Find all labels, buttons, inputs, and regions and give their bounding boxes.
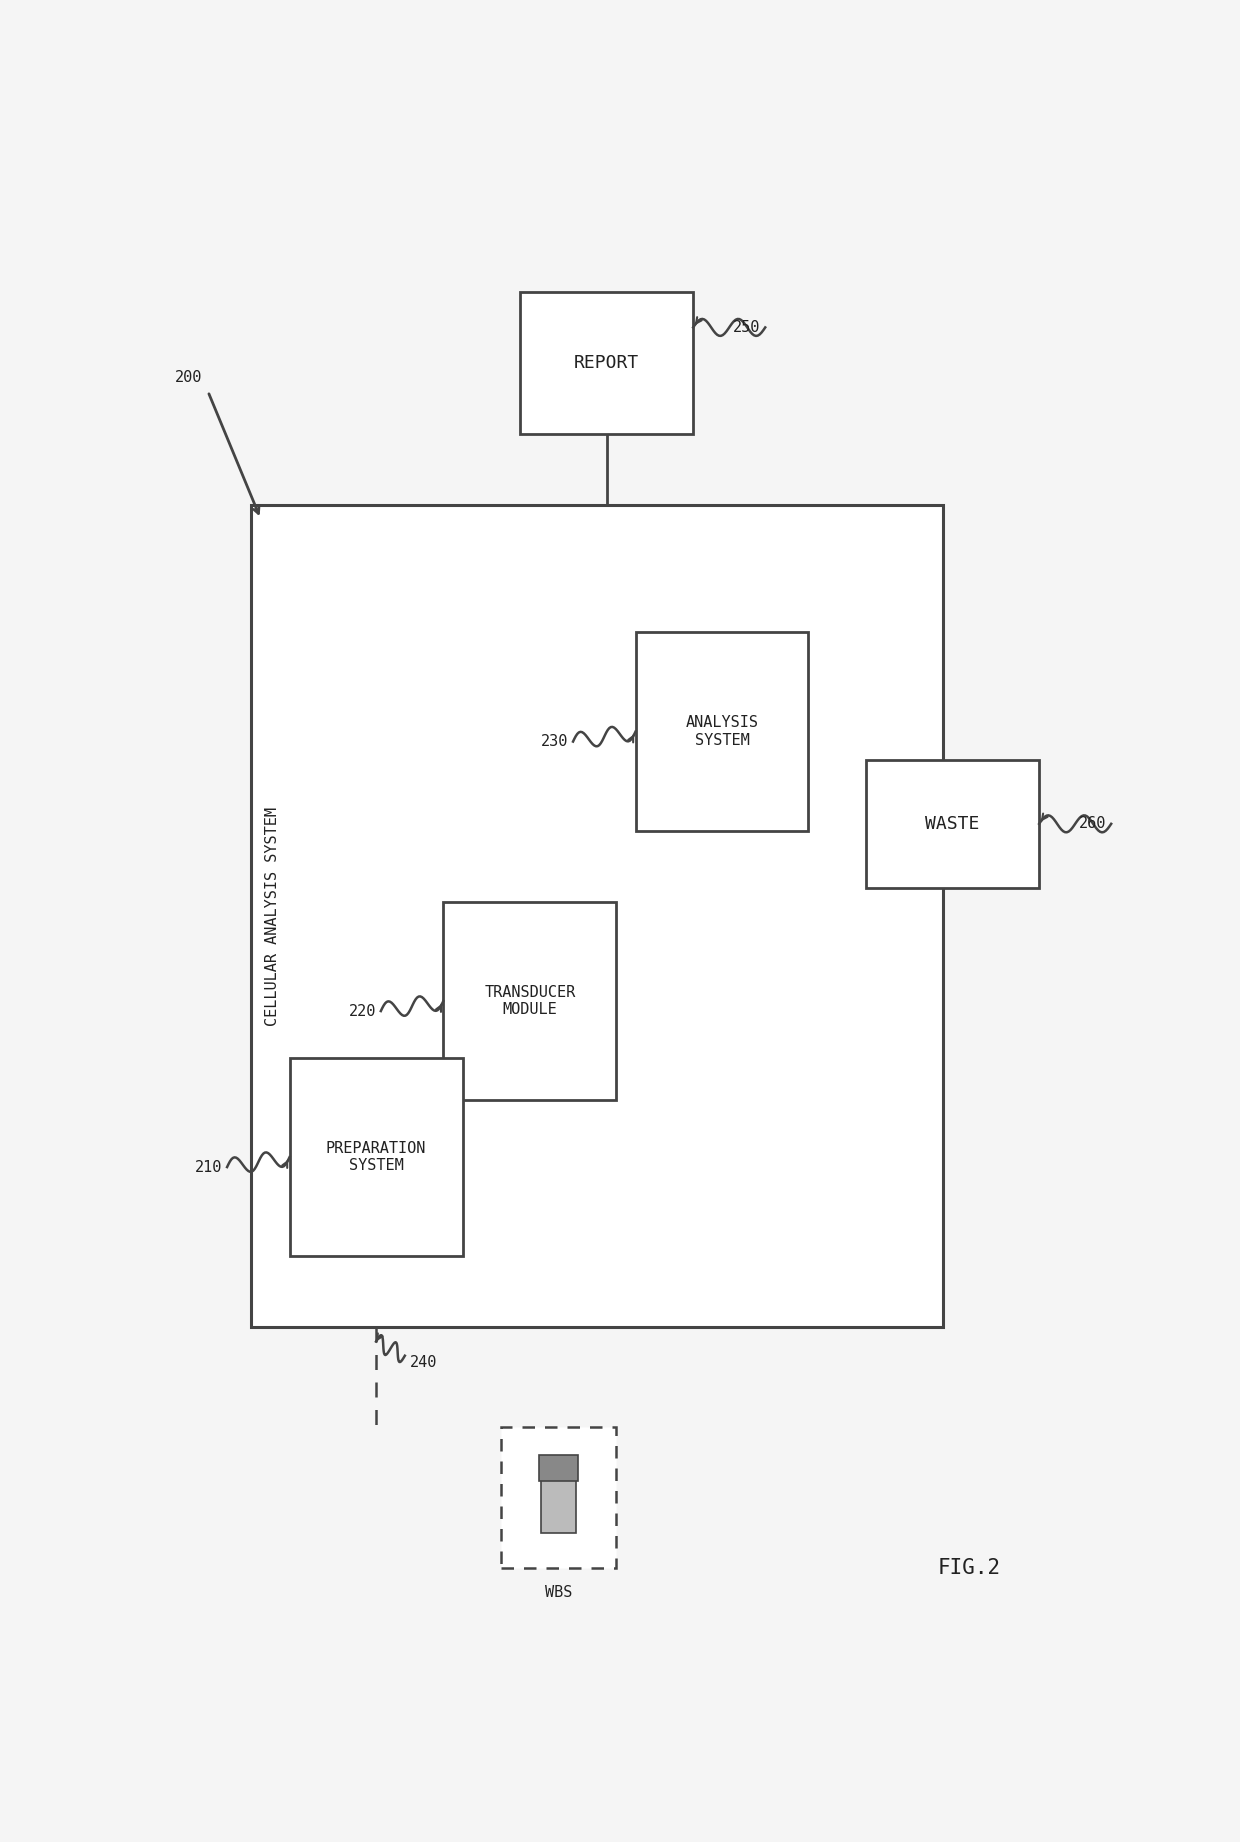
Text: CELLULAR ANALYSIS SYSTEM: CELLULAR ANALYSIS SYSTEM <box>265 807 280 1026</box>
Bar <box>542 1474 575 1533</box>
Text: 240: 240 <box>409 1356 436 1370</box>
Text: TRANSDUCER
MODULE: TRANSDUCER MODULE <box>484 985 575 1017</box>
Bar <box>866 761 1039 888</box>
Text: WASTE: WASTE <box>925 814 980 833</box>
Text: 220: 220 <box>348 1004 376 1019</box>
Text: 260: 260 <box>1079 816 1106 831</box>
Text: REPORT: REPORT <box>574 354 640 372</box>
Text: 230: 230 <box>541 735 568 750</box>
Text: WBS: WBS <box>544 1586 573 1601</box>
Bar <box>250 505 942 1328</box>
Text: ANALYSIS
SYSTEM: ANALYSIS SYSTEM <box>686 715 759 748</box>
Bar <box>290 1057 463 1256</box>
Bar <box>521 291 693 433</box>
Bar <box>501 1426 616 1569</box>
Text: PREPARATION
SYSTEM: PREPARATION SYSTEM <box>326 1140 427 1173</box>
Text: 200: 200 <box>175 370 202 385</box>
Bar <box>444 903 616 1100</box>
Text: 250: 250 <box>733 321 760 335</box>
Text: FIG.2: FIG.2 <box>937 1558 1001 1579</box>
Text: 210: 210 <box>195 1160 222 1175</box>
Bar <box>539 1455 578 1481</box>
Bar <box>635 632 808 831</box>
